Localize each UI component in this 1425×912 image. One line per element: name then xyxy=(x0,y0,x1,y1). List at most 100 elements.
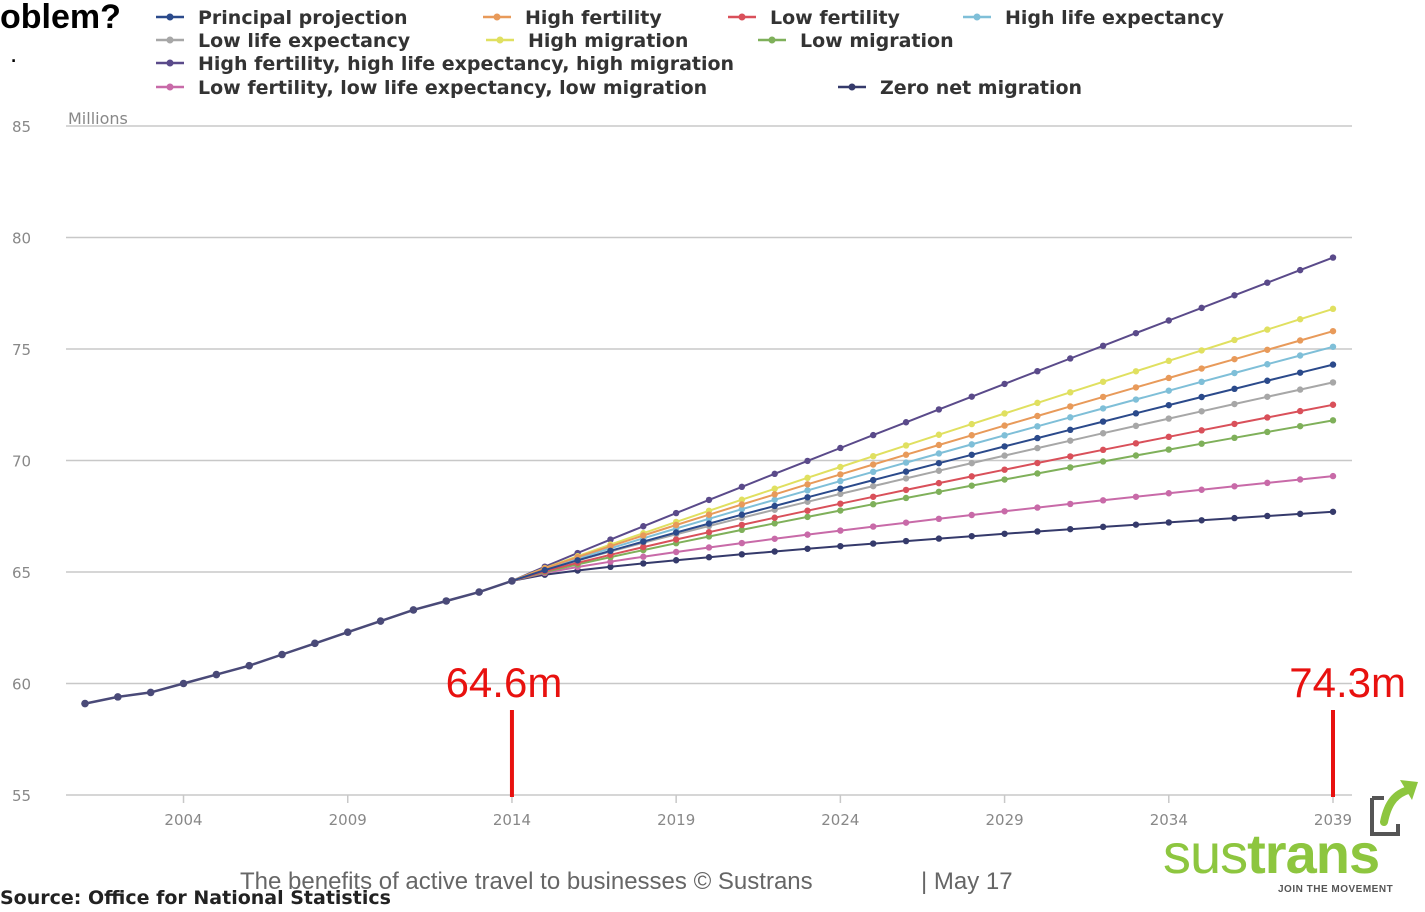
y-tick-label: 70 xyxy=(12,453,31,471)
legend-swatch-dot xyxy=(848,83,856,91)
legend-swatch-dot xyxy=(166,59,174,67)
series-point xyxy=(1329,327,1337,335)
series-point xyxy=(935,488,943,495)
series-point xyxy=(902,459,910,466)
legend-item: High life expectancy xyxy=(963,7,1225,29)
series-point xyxy=(968,451,975,458)
legend-label: High fertility, high life expectancy, hi… xyxy=(198,53,734,75)
legend-label: Low fertility, low life expectancy, low … xyxy=(198,77,707,99)
box-arrow-icon xyxy=(1370,780,1418,836)
series-point xyxy=(1264,479,1271,487)
history-point xyxy=(81,699,89,708)
series-point xyxy=(968,432,975,439)
series-point xyxy=(1132,329,1140,337)
series-point xyxy=(804,545,811,552)
series-point xyxy=(1001,443,1008,450)
legend-label: High life expectancy xyxy=(1005,7,1225,29)
series-point xyxy=(804,498,811,505)
legend-label: High migration xyxy=(528,30,688,52)
series-line xyxy=(511,307,1334,582)
legend-label: Zero net migration xyxy=(880,77,1082,99)
series-point xyxy=(837,490,844,498)
series-point xyxy=(771,496,778,503)
series-point xyxy=(837,463,844,471)
history-point xyxy=(179,679,188,688)
series-point xyxy=(902,519,910,526)
series-point xyxy=(738,501,746,508)
series-point xyxy=(902,475,910,482)
legend-swatch-dot xyxy=(496,36,504,44)
series-point xyxy=(1329,508,1337,515)
series-point xyxy=(1198,393,1205,401)
history-point xyxy=(442,597,451,605)
series-point xyxy=(1296,510,1304,518)
series-point xyxy=(1099,418,1107,425)
series-point xyxy=(1329,343,1337,350)
series-point xyxy=(1132,384,1140,391)
series-point xyxy=(1067,500,1074,508)
slide-title: oblem? xyxy=(0,0,121,36)
legend-label: High fertility xyxy=(525,7,662,29)
series-point xyxy=(1132,452,1140,459)
series-point xyxy=(1329,379,1337,386)
y-tick-label: 65 xyxy=(12,564,31,582)
sustrans-logo-wordmark: sustrans xyxy=(1163,826,1380,882)
series-point xyxy=(804,507,811,514)
series-point xyxy=(1067,453,1074,460)
series-point xyxy=(672,521,680,529)
series-point xyxy=(837,477,844,485)
legend-item: Low life expectancy xyxy=(156,30,411,52)
series-point xyxy=(870,523,877,530)
series-point xyxy=(1296,316,1304,323)
series-point xyxy=(935,479,943,487)
y-tick-label: 60 xyxy=(12,676,31,694)
series-point xyxy=(771,502,778,510)
series-point xyxy=(837,507,844,514)
history-point xyxy=(376,617,385,625)
series-point xyxy=(1099,378,1107,385)
y-tick-label: 85 xyxy=(12,118,31,136)
series-point xyxy=(902,451,910,458)
series-point xyxy=(1231,369,1238,377)
series-point xyxy=(1231,514,1238,522)
history-line xyxy=(84,579,513,705)
series-point xyxy=(902,537,910,545)
series-point xyxy=(1264,512,1271,520)
series-point xyxy=(837,542,844,550)
series-point xyxy=(837,500,844,507)
series-point xyxy=(1231,434,1238,442)
x-tick-label: 2014 xyxy=(493,811,531,829)
history-point xyxy=(409,606,418,614)
series-point xyxy=(1296,407,1304,415)
series-point xyxy=(1165,401,1172,409)
series-point xyxy=(1001,422,1008,429)
series-point xyxy=(1198,304,1205,312)
series-point xyxy=(870,493,877,500)
series-point xyxy=(640,560,647,567)
series-point xyxy=(1165,490,1172,497)
series-point xyxy=(738,539,746,547)
series-point xyxy=(738,511,746,518)
series-point xyxy=(804,474,811,482)
series-point xyxy=(640,538,647,545)
y-tick-label: 75 xyxy=(12,341,31,359)
series-point xyxy=(1001,530,1008,537)
series-point xyxy=(1296,266,1304,274)
series-point xyxy=(705,520,713,527)
logo-word-bold: trans xyxy=(1247,822,1380,885)
series-point xyxy=(1034,528,1041,535)
series-point xyxy=(1231,336,1238,344)
series-point xyxy=(804,487,811,494)
series-point xyxy=(1296,476,1304,483)
x-tick-label: 2019 xyxy=(657,811,695,829)
series-point xyxy=(1165,415,1172,422)
series-point xyxy=(771,470,778,478)
series-point xyxy=(1264,279,1271,286)
series-point xyxy=(1067,403,1074,410)
series-point xyxy=(1001,432,1008,439)
series-point xyxy=(1264,414,1271,421)
series-line xyxy=(511,403,1334,582)
series-line xyxy=(511,419,1334,582)
legend-swatch-dot xyxy=(166,83,174,91)
